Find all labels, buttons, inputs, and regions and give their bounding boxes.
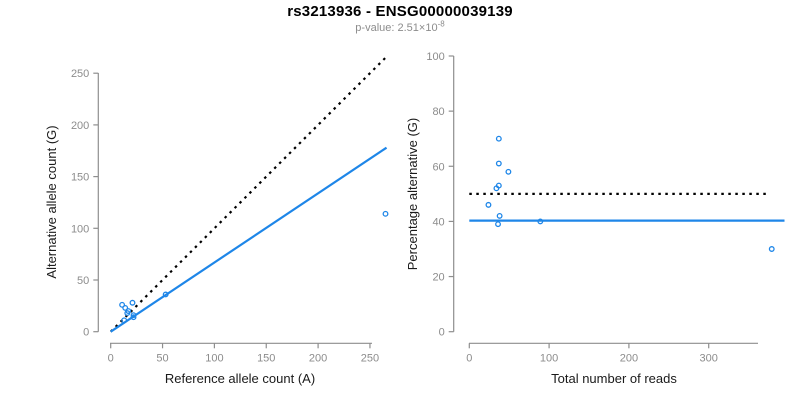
- data-point: [130, 314, 137, 321]
- figure-title: rs3213936 - ENSG00000039139: [287, 3, 513, 20]
- x-tick-label: 100: [540, 352, 558, 364]
- identity-line: [109, 55, 388, 333]
- data-point: [495, 160, 502, 167]
- x-tick-label: 300: [700, 352, 718, 364]
- y-tick-label: 100: [71, 223, 89, 235]
- y-tick-label: 250: [71, 68, 89, 80]
- y-axis-label: Alternative allele count (G): [44, 125, 59, 278]
- data-point: [768, 246, 775, 252]
- data-point: [124, 310, 131, 317]
- x-tick-label: 0: [108, 352, 114, 364]
- x-axis-label: Total number of reads: [551, 371, 677, 386]
- data-point: [162, 291, 169, 298]
- y-tick-label: 200: [71, 120, 89, 132]
- figure-subtitle: p-value: 2.51×10-8: [0, 19, 800, 34]
- data-point: [129, 299, 136, 306]
- y-tick-label: 80: [432, 106, 444, 118]
- data-point: [485, 201, 492, 208]
- percentage-alternative-scatter: 0 100 200 300 0 20 40 60 80 100 Total number of re…: [405, 51, 785, 386]
- y-tick-label: 40: [432, 216, 444, 228]
- data-point: [495, 221, 501, 228]
- data-point: [121, 317, 128, 324]
- x-tick-label: 200: [309, 352, 327, 364]
- y-tick-label: 20: [432, 272, 444, 284]
- data-point: [122, 304, 129, 311]
- y-tick-label: 150: [71, 172, 89, 184]
- x-tick-label: 150: [257, 352, 275, 364]
- x-axis-label: Reference allele count (A): [165, 371, 315, 386]
- data-point: [382, 210, 389, 217]
- y-tick-label: 0: [439, 327, 445, 339]
- y-tick-label: 100: [426, 51, 444, 63]
- fit-line: [110, 146, 388, 333]
- data-point: [119, 301, 126, 308]
- data-point: [495, 135, 502, 142]
- x-tick-label: 100: [205, 352, 223, 364]
- data-point: [537, 218, 544, 225]
- data-point: [505, 168, 512, 175]
- y-tick-label: 50: [77, 275, 89, 287]
- x-tick-label: 250: [361, 352, 379, 364]
- x-tick-label: 0: [466, 352, 472, 364]
- p-value-text: p-value: 2.51×10: [355, 22, 438, 34]
- data-point: [130, 312, 137, 319]
- data-point: [496, 212, 503, 219]
- y-tick-label: 60: [432, 161, 444, 173]
- x-tick-label: 200: [620, 352, 638, 364]
- data-point: [493, 185, 500, 192]
- p-value-exponent: -8: [437, 19, 445, 29]
- y-tick-label: 0: [83, 327, 89, 339]
- x-tick-label: 50: [156, 352, 168, 364]
- y-axis-label: Percentage alternative (G): [405, 118, 420, 270]
- allele-count-scatter: 0 50 100 150 200 250 0 50 100 150 200 250 Reference …: [44, 55, 389, 386]
